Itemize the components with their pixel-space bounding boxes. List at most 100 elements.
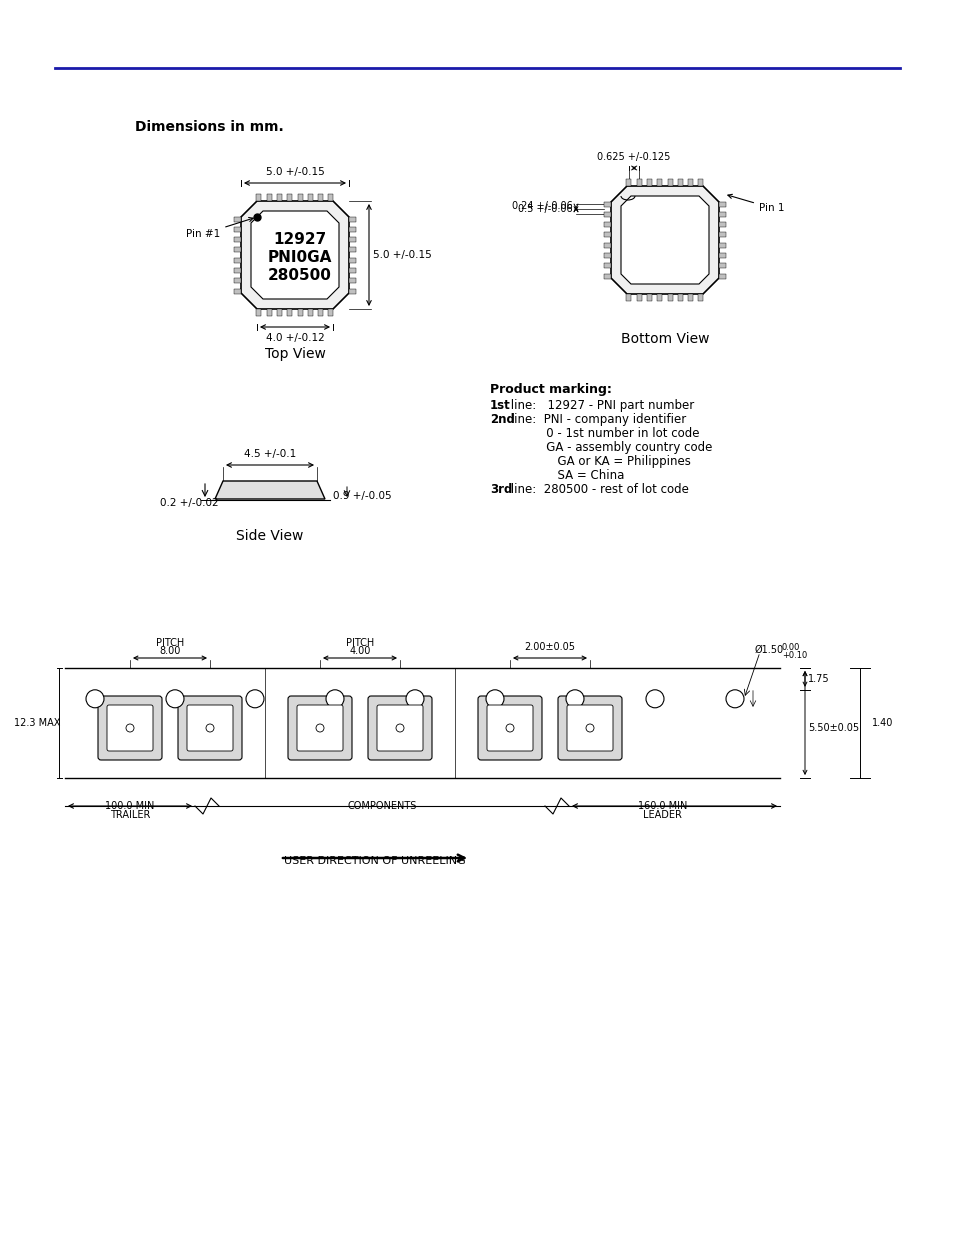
Ellipse shape: [406, 690, 423, 708]
Bar: [603, 211, 610, 217]
Text: COMPONENTS: COMPONENTS: [347, 802, 416, 811]
Bar: [687, 294, 693, 301]
Text: line:   12927 - PNI part number: line: 12927 - PNI part number: [507, 399, 694, 412]
Circle shape: [126, 724, 133, 732]
Bar: [349, 227, 355, 232]
Bar: [603, 232, 610, 237]
Text: Top View: Top View: [264, 347, 325, 361]
Text: 4.0 +/-0.12: 4.0 +/-0.12: [265, 333, 324, 343]
Text: line:  PNI - company identifier: line: PNI - company identifier: [507, 412, 686, 426]
Text: line:  280500 - rest of lot code: line: 280500 - rest of lot code: [507, 483, 689, 496]
Text: 3rd: 3rd: [490, 483, 512, 496]
Text: 5.0 +/-0.15: 5.0 +/-0.15: [265, 167, 324, 177]
Text: PNI0GA: PNI0GA: [268, 249, 332, 264]
Polygon shape: [251, 211, 338, 299]
Bar: [603, 222, 610, 227]
Bar: [328, 309, 334, 316]
Text: Side View: Side View: [236, 529, 303, 543]
Polygon shape: [214, 480, 325, 499]
Bar: [603, 273, 610, 279]
Text: 1.40: 1.40: [871, 718, 892, 727]
Bar: [328, 194, 334, 201]
Bar: [349, 268, 355, 273]
Bar: [233, 237, 241, 242]
FancyBboxPatch shape: [107, 705, 152, 751]
Bar: [626, 294, 631, 301]
Text: 0 - 1st number in lot code: 0 - 1st number in lot code: [490, 427, 699, 440]
Text: 0.24 +/-0.06: 0.24 +/-0.06: [512, 201, 573, 211]
Text: 12.3 MAX: 12.3 MAX: [13, 718, 60, 727]
Bar: [349, 289, 355, 294]
Bar: [233, 289, 241, 294]
FancyBboxPatch shape: [368, 697, 432, 760]
Bar: [719, 242, 725, 248]
FancyBboxPatch shape: [187, 705, 233, 751]
FancyBboxPatch shape: [288, 697, 352, 760]
Bar: [678, 294, 682, 301]
Text: 280500: 280500: [268, 268, 332, 283]
Text: Dimensions in mm.: Dimensions in mm.: [135, 120, 283, 135]
FancyBboxPatch shape: [376, 705, 422, 751]
Text: 1st: 1st: [490, 399, 510, 412]
Bar: [276, 194, 282, 201]
Bar: [256, 309, 261, 316]
Bar: [719, 263, 725, 268]
Polygon shape: [610, 186, 719, 294]
Bar: [698, 294, 702, 301]
Ellipse shape: [725, 690, 743, 708]
Bar: [719, 273, 725, 279]
Bar: [687, 179, 693, 186]
Bar: [719, 222, 725, 227]
Bar: [267, 309, 272, 316]
Text: GA - assembly country code: GA - assembly country code: [490, 441, 712, 454]
Circle shape: [315, 724, 324, 732]
Circle shape: [585, 724, 594, 732]
Bar: [233, 268, 241, 273]
Bar: [657, 179, 661, 186]
Text: Bottom View: Bottom View: [620, 332, 708, 346]
Text: SA = China: SA = China: [490, 469, 623, 482]
Bar: [657, 294, 661, 301]
Bar: [646, 179, 652, 186]
Polygon shape: [620, 196, 708, 284]
Ellipse shape: [485, 690, 503, 708]
FancyBboxPatch shape: [98, 697, 162, 760]
Text: 100.0 MIN: 100.0 MIN: [105, 802, 154, 811]
Ellipse shape: [326, 690, 344, 708]
Text: Pin 1: Pin 1: [727, 194, 783, 212]
FancyBboxPatch shape: [477, 697, 541, 760]
Text: 5.0 +/-0.15: 5.0 +/-0.15: [373, 249, 432, 261]
Bar: [297, 194, 302, 201]
FancyBboxPatch shape: [566, 705, 613, 751]
Bar: [603, 263, 610, 268]
Bar: [267, 194, 272, 201]
Bar: [603, 242, 610, 248]
Bar: [603, 201, 610, 206]
Text: 12927: 12927: [274, 231, 326, 247]
Ellipse shape: [645, 690, 663, 708]
FancyBboxPatch shape: [486, 705, 533, 751]
Text: 0.9 +/-0.05: 0.9 +/-0.05: [333, 492, 392, 501]
Text: +0.10: +0.10: [781, 652, 806, 661]
Bar: [233, 247, 241, 252]
Bar: [719, 253, 725, 258]
Bar: [349, 258, 355, 263]
Bar: [349, 278, 355, 283]
Ellipse shape: [565, 690, 583, 708]
Text: 2.00±0.05: 2.00±0.05: [524, 642, 575, 652]
Bar: [636, 179, 641, 186]
Circle shape: [206, 724, 213, 732]
Text: Ø1.50: Ø1.50: [754, 645, 783, 655]
Bar: [719, 232, 725, 237]
Bar: [233, 227, 241, 232]
Bar: [667, 294, 672, 301]
Text: 0.625 +/-0.125: 0.625 +/-0.125: [597, 152, 670, 162]
Bar: [308, 309, 313, 316]
Ellipse shape: [166, 690, 184, 708]
Text: 5.50±0.05: 5.50±0.05: [807, 722, 859, 734]
Circle shape: [505, 724, 514, 732]
Bar: [646, 294, 652, 301]
Polygon shape: [241, 201, 349, 309]
Bar: [636, 294, 641, 301]
Bar: [256, 194, 261, 201]
